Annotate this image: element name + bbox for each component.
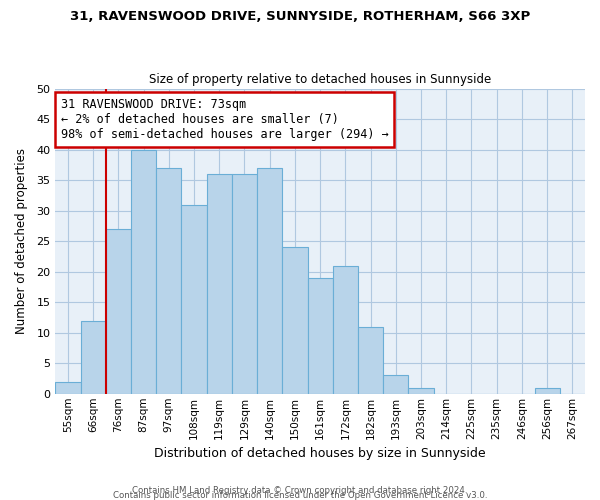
Bar [80, 320, 106, 394]
Text: 31, RAVENSWOOD DRIVE, SUNNYSIDE, ROTHERHAM, S66 3XP: 31, RAVENSWOOD DRIVE, SUNNYSIDE, ROTHERH… [70, 10, 530, 23]
Text: Contains HM Land Registry data © Crown copyright and database right 2024.: Contains HM Land Registry data © Crown c… [132, 486, 468, 495]
Bar [206, 174, 232, 394]
Bar [131, 150, 156, 394]
Bar [106, 229, 131, 394]
Bar [257, 168, 283, 394]
Bar [409, 388, 434, 394]
Bar [55, 382, 80, 394]
Bar [283, 248, 308, 394]
Bar [333, 266, 358, 394]
Y-axis label: Number of detached properties: Number of detached properties [15, 148, 28, 334]
X-axis label: Distribution of detached houses by size in Sunnyside: Distribution of detached houses by size … [154, 447, 486, 460]
Bar [232, 174, 257, 394]
Title: Size of property relative to detached houses in Sunnyside: Size of property relative to detached ho… [149, 73, 491, 86]
Text: 31 RAVENSWOOD DRIVE: 73sqm
← 2% of detached houses are smaller (7)
98% of semi-d: 31 RAVENSWOOD DRIVE: 73sqm ← 2% of detac… [61, 98, 388, 140]
Text: Contains public sector information licensed under the Open Government Licence v3: Contains public sector information licen… [113, 491, 487, 500]
Bar [535, 388, 560, 394]
Bar [358, 326, 383, 394]
Bar [383, 376, 409, 394]
Bar [308, 278, 333, 394]
Bar [156, 168, 181, 394]
Bar [181, 204, 206, 394]
